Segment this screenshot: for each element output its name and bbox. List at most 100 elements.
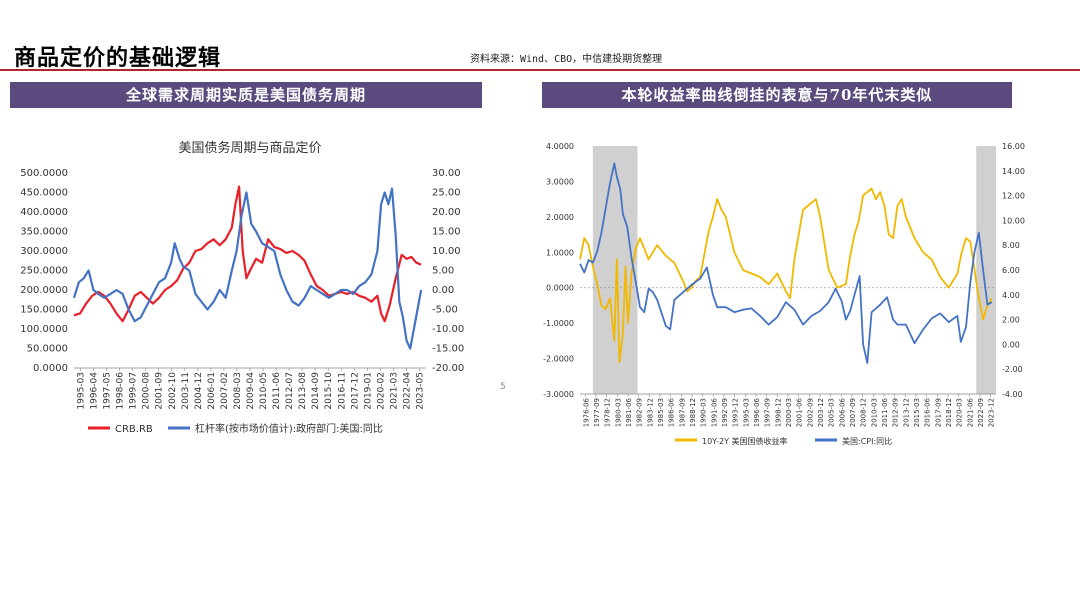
legend-label-1: 美国:CPI:同比 (842, 436, 892, 446)
x-tick-label: 2012-07 (285, 372, 295, 410)
x-tick-label: 2003-12 (817, 398, 825, 427)
x-tick-label: 1992-09 (721, 398, 729, 427)
y-right-tick-label: 14.00 (1002, 167, 1025, 176)
y-left-tick-label: 0.0000 (33, 363, 68, 374)
y-left-tick-label: 400.0000 (20, 207, 68, 218)
page-number: 5 (500, 382, 506, 392)
title-divider (0, 69, 1080, 71)
x-tick-label: 1976-06 (582, 397, 590, 427)
y-left-tick-label: 500.0000 (20, 168, 68, 179)
x-tick-label: 2001-09 (155, 372, 165, 410)
x-tick-label: 2020-02 (376, 372, 386, 410)
chart-title: 美国债务周期与商品定价 (178, 140, 321, 156)
series-line-1 (579, 162, 993, 364)
x-tick-label: 2008-03 (233, 372, 243, 410)
shaded-period (592, 146, 638, 394)
y-right-tick-label: 4.00 (1002, 291, 1020, 300)
y-left-tick-label: -3.0000 (543, 390, 574, 399)
x-tick-label: 2014-09 (311, 372, 321, 410)
y-right-tick-label: 20.00 (432, 207, 461, 218)
x-tick-label: 2002-10 (168, 372, 178, 410)
x-tick-label: 1997-05 (103, 372, 113, 410)
y-right-tick-label: 10.00 (432, 246, 461, 257)
page-title: 商品定价的基础逻辑 (14, 45, 222, 71)
x-tick-label: 1996-04 (90, 372, 100, 410)
x-tick-label: 2013-08 (298, 372, 308, 410)
y-right-tick-label: -5.00 (432, 305, 458, 316)
shaded-period (976, 146, 996, 394)
y-right-tick-label: -2.00 (1002, 365, 1023, 374)
y-left-tick-label: 2.0000 (546, 213, 574, 222)
x-tick-label: 2023-05 (415, 372, 425, 410)
x-tick-label: 1998-12 (774, 398, 782, 427)
x-tick-label: 2005-03 (828, 398, 836, 427)
x-tick-label: 2017-12 (350, 372, 360, 410)
series-line-0 (73, 185, 422, 323)
y-left-tick-label: -2.0000 (543, 355, 574, 364)
y-left-tick-label: 3.0000 (546, 177, 574, 186)
y-right-tick-label: 6.00 (1002, 266, 1020, 275)
x-tick-label: 2002-09 (806, 398, 814, 427)
y-left-tick-label: 4.0000 (546, 142, 574, 151)
x-tick-label: 2000-03 (785, 398, 793, 427)
x-tick-label: 1995-03 (742, 398, 750, 427)
x-tick-label: 2019-01 (363, 372, 373, 410)
x-tick-label: 2018-12 (945, 398, 953, 427)
x-tick-label: 2001-06 (796, 397, 804, 427)
x-tick-label: 2012-09 (892, 398, 900, 427)
series-line-1 (72, 187, 423, 350)
x-tick-label: 2006-06 (838, 397, 846, 427)
x-tick-label: 1983-12 (646, 398, 654, 427)
x-tick-label: 1991-06 (710, 397, 718, 427)
y-right-tick-label: 0.00 (432, 285, 454, 296)
x-tick-label: 2009-04 (246, 372, 256, 410)
y-right-tick-label: 0.00 (1002, 340, 1020, 349)
x-tick-label: 2017-09 (934, 398, 942, 427)
legend-label-0: CRB.RB (115, 424, 153, 435)
right-banner: 本轮收益率曲线倒挂的表意与70年代末类似 (542, 82, 1012, 108)
y-right-tick-label: -10.00 (432, 324, 464, 335)
chart-debt-cycle-commodity: 美国债务周期与商品定价 0.0000 50.0000 100.0000 150.0000… (20, 140, 464, 435)
x-tick-label: 2023-12 (988, 398, 996, 427)
x-tick-label: 2015-10 (324, 372, 334, 410)
x-tick-label: 1978-12 (604, 398, 612, 427)
x-tick-label: 1999-07 (129, 372, 139, 410)
y-left-tick-label: 200.0000 (20, 285, 68, 296)
x-tick-label: 2016-06 (924, 397, 932, 427)
y-right-tick-label: 12.00 (1002, 192, 1025, 201)
y-right-tick-label: 5.00 (432, 266, 454, 277)
series-line-0 (579, 187, 993, 363)
x-tick-label: 1987-09 (678, 398, 686, 427)
y-left-tick-label: 50.0000 (27, 344, 68, 355)
x-tick-label: 1993-12 (732, 398, 740, 427)
x-tick-label: 1995-03 (77, 372, 87, 410)
y-right-tick-label: 2.00 (1002, 316, 1020, 325)
y-right-tick-label: 25.00 (432, 188, 461, 199)
x-tick-label: 1997-09 (764, 398, 772, 427)
y-right-tick-label: 10.00 (1002, 216, 1025, 225)
x-tick-label: 1998-06 (116, 372, 126, 410)
y-right-tick-label: -20.00 (432, 363, 464, 374)
y-left-tick-label: -1.0000 (543, 319, 574, 328)
legend-label-0: 10Y-2Y 美国国债收益率 (702, 436, 788, 446)
x-tick-label: 2021-06 (966, 397, 974, 427)
x-tick-label: 2022-09 (977, 398, 985, 427)
x-tick-label: 1990-03 (700, 398, 708, 427)
source-note: 资料来源：Wind、CBO，中信建投期货整理 (470, 54, 663, 65)
y-left-tick-label: 1.0000 (546, 248, 574, 257)
x-tick-label: 2007-09 (849, 398, 857, 427)
y-right-tick-label: -4.00 (1002, 390, 1023, 399)
x-tick-label: 1982-09 (636, 398, 644, 427)
left-banner: 全球需求周期实质是美国债务周期 (10, 82, 482, 108)
x-tick-label: 2011-06 (881, 397, 889, 427)
y-right-tick-label: 16.00 (1002, 142, 1025, 151)
y-left-tick-label: 350.0000 (20, 227, 68, 238)
x-tick-label: 2011-06 (272, 372, 282, 410)
x-tick-label: 2016-11 (337, 372, 347, 410)
x-tick-label: 2006-01 (207, 372, 217, 410)
y-right-tick-label: 30.00 (432, 168, 461, 179)
y-left-tick-label: 450.0000 (20, 188, 68, 199)
x-tick-label: 1981-06 (625, 397, 633, 427)
x-tick-label: 2010-03 (870, 398, 878, 427)
legend-label-1: 杠杆率(按市场价值计):政府部门:美国:同比 (195, 422, 383, 435)
